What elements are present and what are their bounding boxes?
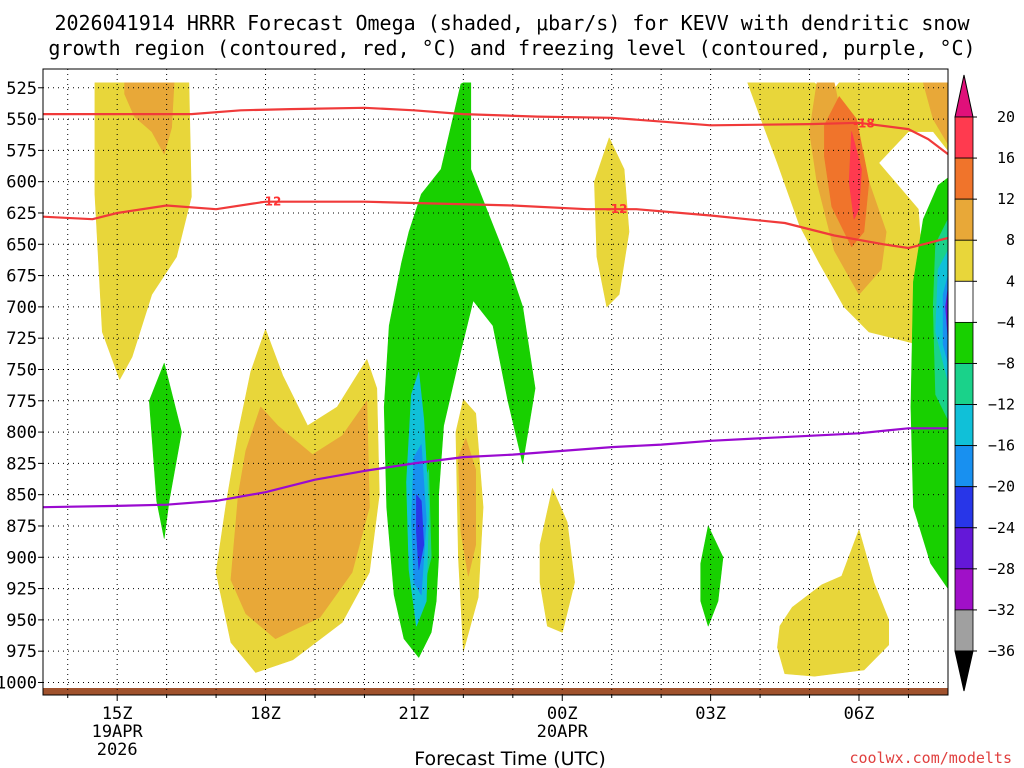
omega-neg20to24-region: [416, 494, 425, 571]
omega-4to8-region: [539, 488, 575, 633]
colorbar-tick-label: −12: [988, 396, 1015, 414]
y-tick-label: 725: [6, 329, 37, 349]
y-tick-label: 950: [6, 611, 37, 631]
dgz-minus18-label: -18: [853, 116, 875, 130]
colorbar-bin: [954, 486, 974, 529]
colorbar-bin: [954, 445, 974, 488]
colorbar-bin: [954, 116, 974, 159]
dgz-minus18-line: [43, 106, 948, 155]
y-tick-label: 975: [6, 642, 37, 662]
y-tick-label: 700: [6, 298, 37, 318]
omega-neg4to8-region: [700, 525, 724, 627]
colorbar-bottom-arrow: [954, 650, 974, 692]
colorbar-bin: [954, 280, 974, 323]
y-tick-label: 825: [6, 454, 37, 474]
colorbar-bin: [954, 321, 974, 364]
freezing-level-line: [43, 427, 948, 509]
y-tick-label: 875: [6, 517, 37, 537]
colorbar-bin: [954, 404, 974, 447]
x-tick-date: 19APR: [92, 722, 144, 742]
x-tick-date: 20APR: [537, 722, 589, 742]
colorbar-bin: [954, 157, 974, 200]
colorbar-bin: [954, 363, 974, 405]
colorbar-tick-label: −36: [988, 642, 1015, 660]
x-tick-label: 21Z: [399, 704, 430, 724]
colorbar: 20 16 12 8 4 −4 −8 −12 −16 −20 −24 −28 −32 −36: [954, 74, 1015, 692]
omega-neg24to28-region: [945, 287, 948, 339]
colorbar-bin: [954, 239, 974, 282]
colorbar-tick-label: −28: [988, 560, 1015, 578]
y-tick-label: 525: [6, 79, 37, 99]
colorbar-tick-label: 16: [997, 149, 1015, 167]
y-tick-label: 1000: [0, 673, 37, 693]
credit-link[interactable]: coolwx.com/modelts: [849, 749, 1012, 767]
ground-strip: [43, 688, 948, 695]
colorbar-tick-label: 8: [1006, 231, 1015, 249]
colorbar-tick-label: −8: [997, 354, 1015, 372]
y-tick-label: 625: [6, 204, 37, 224]
colorbar-tick-label: −24: [988, 519, 1015, 537]
x-axis-title: Forecast Time (UTC): [414, 748, 605, 768]
x-tick-label: 15Z: [102, 704, 133, 724]
omega-neg4to8-region: [149, 362, 182, 539]
omega-8to12-region: [922, 82, 948, 145]
ground-surface: [43, 688, 948, 695]
y-tick-label: 775: [6, 392, 37, 412]
plot-frame: [42, 68, 949, 696]
colorbar-tick-label: 20: [997, 108, 1015, 126]
omega-4to8-region: [777, 529, 890, 677]
chart-title-line1: 2026041914 HRRR Forecast Omega (shaded, …: [54, 11, 970, 35]
contours: -18 -12 -12: [43, 106, 948, 509]
colorbar-tick-label: −16: [988, 437, 1015, 455]
omega-8to12-region: [458, 437, 477, 577]
y-axis: 525 550 575 600 625 650 675 700 725 750 775 800 825 8…: [0, 79, 43, 693]
x-tick-label: 03Z: [695, 704, 726, 724]
chart-title-line2: growth region (contoured, red, °C) and f…: [48, 36, 975, 60]
dgz-minus12-label: -12: [260, 195, 282, 209]
colorbar-tick-label: 4: [1006, 272, 1015, 290]
omega-8to12-region: [124, 82, 175, 155]
omega-shading: [94, 82, 948, 677]
y-tick-label: 850: [6, 486, 37, 506]
y-tick-label: 575: [6, 141, 37, 161]
y-tick-label: 600: [6, 173, 37, 193]
omega-4to8-region: [594, 137, 630, 308]
grid: [43, 69, 948, 695]
x-tick-label: 00Z: [547, 704, 578, 724]
colorbar-tick-label: −20: [988, 478, 1015, 496]
x-tick-label: 18Z: [250, 704, 281, 724]
y-tick-label: 800: [6, 423, 37, 443]
colorbar-bin: [954, 568, 974, 611]
colorbar-tick-label: −32: [988, 601, 1015, 619]
x-tick-label: 06Z: [844, 704, 875, 724]
y-tick-label: 675: [6, 267, 37, 287]
colorbar-top-arrow: [954, 74, 974, 118]
colorbar-bin: [954, 527, 974, 570]
omega-16to20-region: [848, 131, 862, 220]
x-tick-year: 2026: [97, 740, 138, 760]
colorbar-tick-label: −4: [997, 313, 1015, 331]
y-tick-label: 550: [6, 110, 37, 130]
y-tick-label: 750: [6, 360, 37, 380]
omega-4to8-region: [94, 82, 192, 380]
y-tick-label: 900: [6, 548, 37, 568]
y-tick-label: 925: [6, 580, 37, 600]
colorbar-bin: [954, 609, 974, 652]
y-tick-label: 650: [6, 235, 37, 255]
colorbar-bin: [954, 198, 974, 241]
dgz-minus12-line: [43, 200, 948, 250]
dgz-minus12-label: -12: [606, 202, 628, 216]
colorbar-tick-label: 12: [997, 190, 1015, 208]
